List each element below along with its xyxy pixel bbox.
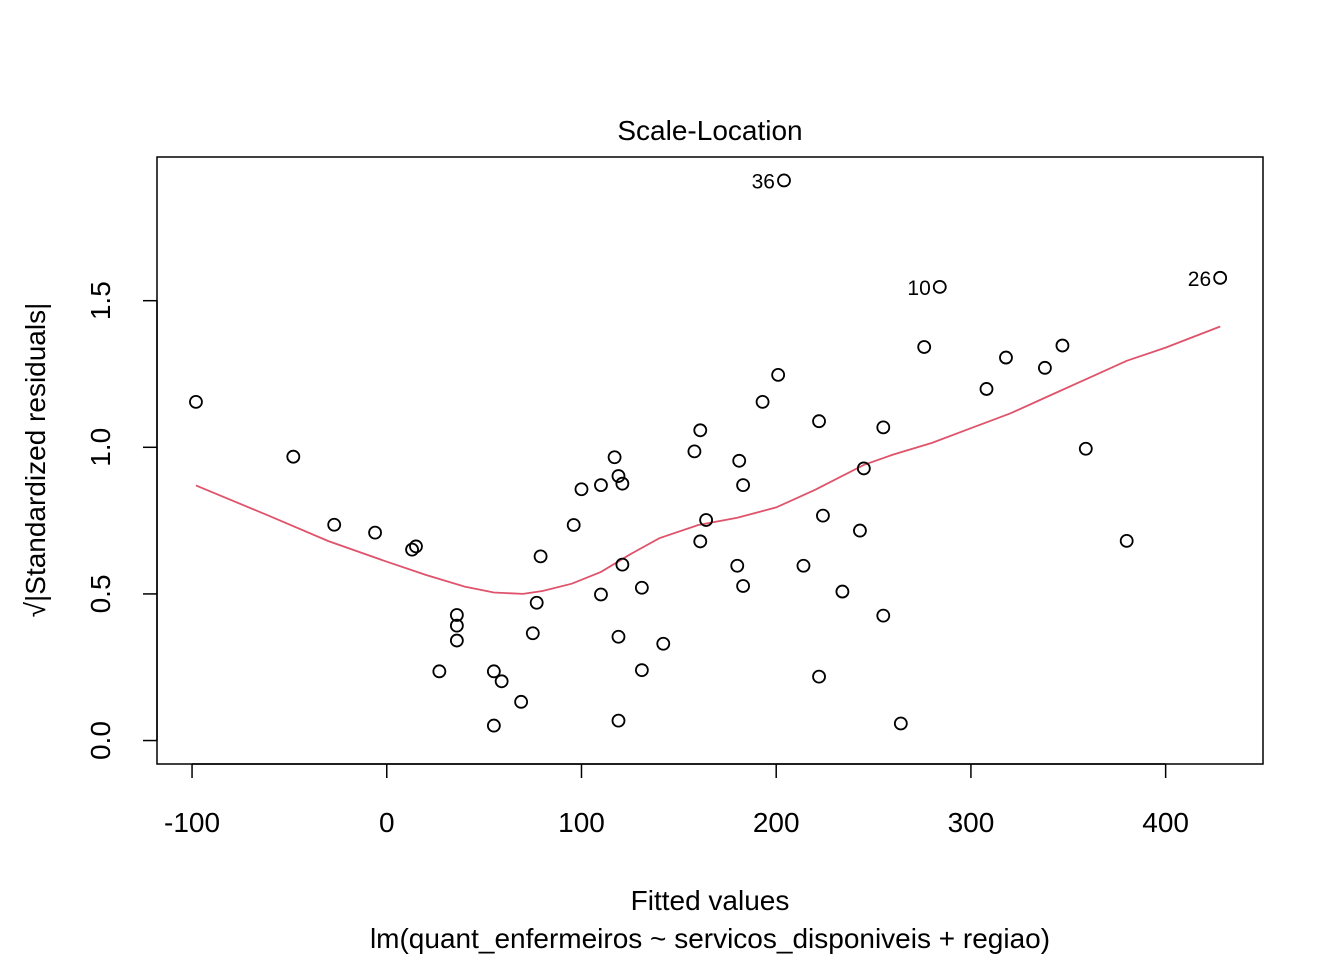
point-label: 36 <box>752 170 775 193</box>
data-point <box>730 558 745 573</box>
data-point <box>634 663 649 678</box>
chart-subtitle: lm(quant_enfermeiros ~ servicos_disponiv… <box>370 923 1050 954</box>
data-point <box>1038 360 1052 375</box>
data-point <box>514 694 529 709</box>
data-point <box>615 476 630 491</box>
data-point <box>286 449 301 464</box>
data-point <box>594 587 608 602</box>
data-point <box>486 718 501 733</box>
data-point <box>656 636 671 651</box>
x-tick-label: 300 <box>948 807 995 838</box>
data-point <box>876 420 891 435</box>
data-point <box>835 584 850 599</box>
x-tick-label: 200 <box>753 807 800 838</box>
y-tick-label: 1.5 <box>85 281 116 320</box>
data-point <box>611 469 626 483</box>
data-point <box>736 579 751 593</box>
chart-title: Scale-Location <box>617 115 802 146</box>
data-point <box>449 608 464 622</box>
data-point <box>525 626 540 641</box>
data-point <box>693 423 708 438</box>
data-point <box>1078 441 1093 456</box>
data-point <box>486 664 501 679</box>
data-point <box>932 280 947 294</box>
data-point <box>699 513 714 527</box>
smooth-line <box>195 325 1221 595</box>
y-tick-label: 0.0 <box>85 721 116 760</box>
data-point <box>1213 270 1228 285</box>
data-point <box>853 523 867 538</box>
data-point <box>812 414 826 429</box>
data-point <box>189 394 203 409</box>
data-point <box>566 518 581 532</box>
data-point <box>533 549 548 564</box>
data-point <box>979 382 994 396</box>
data-point <box>693 534 708 549</box>
data-point <box>687 444 702 459</box>
data-point <box>611 713 626 728</box>
data-point <box>615 557 630 572</box>
y-axis: 0.0 0.5 1.0 1.5 <box>85 281 158 760</box>
point-label: 26 <box>1188 268 1211 291</box>
data-point <box>405 542 419 557</box>
data-point <box>634 580 649 595</box>
data-point <box>893 716 908 731</box>
data-point <box>574 482 589 497</box>
data-point <box>432 664 447 679</box>
data-point <box>736 478 751 493</box>
data-point <box>409 539 423 554</box>
data-point <box>777 173 791 188</box>
x-axis: -100 0 100 200 300 400 <box>164 763 1189 838</box>
point-labels: 36 10 26 <box>752 170 1212 299</box>
x-tick-label: 0 <box>379 807 395 838</box>
x-tick-label: 100 <box>558 807 605 838</box>
x-tick-label: -100 <box>164 807 220 838</box>
data-point <box>876 608 891 623</box>
x-tick-label: 400 <box>1142 807 1189 838</box>
data-point <box>999 350 1013 365</box>
data-point <box>449 633 464 648</box>
data-point <box>917 340 932 354</box>
y-tick-label: 1.0 <box>85 428 116 467</box>
data-point <box>449 618 464 633</box>
y-axis-label: √|Standardized residuals| <box>20 303 51 618</box>
data-point <box>755 394 770 409</box>
data-point <box>1055 338 1070 353</box>
data-points <box>189 173 1228 733</box>
data-point <box>796 558 811 573</box>
data-point <box>771 367 786 382</box>
data-point <box>594 478 608 493</box>
data-point <box>732 453 747 468</box>
data-point <box>529 595 544 610</box>
data-point <box>607 450 622 465</box>
data-point <box>856 461 871 476</box>
data-point <box>611 629 626 644</box>
data-point <box>494 674 509 689</box>
data-point <box>368 525 382 540</box>
point-label: 10 <box>907 277 930 300</box>
data-point <box>812 669 826 684</box>
data-point <box>327 517 342 532</box>
y-tick-label: 0.5 <box>85 574 116 613</box>
x-axis-label: Fitted values <box>631 885 790 916</box>
data-point <box>816 508 830 523</box>
data-point <box>1119 533 1134 548</box>
